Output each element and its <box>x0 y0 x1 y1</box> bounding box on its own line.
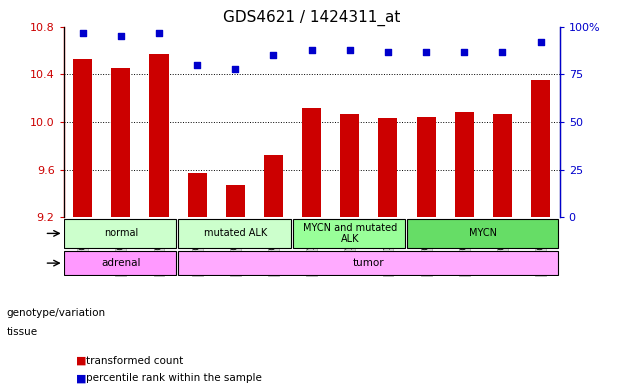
Point <box>459 48 469 55</box>
FancyBboxPatch shape <box>64 218 176 248</box>
Bar <box>188 173 207 217</box>
Title: GDS4621 / 1424311_at: GDS4621 / 1424311_at <box>223 9 400 25</box>
Bar <box>264 155 283 217</box>
Point <box>116 33 126 40</box>
Bar <box>149 54 169 217</box>
Point <box>536 39 546 45</box>
Point <box>268 52 279 58</box>
Text: transformed count: transformed count <box>86 356 183 366</box>
Bar <box>455 113 474 217</box>
Text: percentile rank within the sample: percentile rank within the sample <box>86 373 262 383</box>
Text: genotype/variation: genotype/variation <box>6 308 106 318</box>
Text: mutated ALK: mutated ALK <box>204 228 267 238</box>
Text: normal: normal <box>104 228 138 238</box>
Point <box>230 66 240 72</box>
Bar <box>531 80 550 217</box>
Bar <box>111 68 130 217</box>
Bar <box>378 118 398 217</box>
FancyBboxPatch shape <box>293 218 405 248</box>
Bar <box>302 108 321 217</box>
Point <box>192 62 202 68</box>
Bar <box>226 185 245 217</box>
Bar <box>417 117 436 217</box>
Text: MYCN and mutated
ALK: MYCN and mutated ALK <box>303 223 397 244</box>
Bar <box>493 114 512 217</box>
Point <box>154 30 164 36</box>
FancyBboxPatch shape <box>64 251 176 275</box>
Bar <box>340 114 359 217</box>
Text: tumor: tumor <box>353 258 385 268</box>
Text: ■: ■ <box>76 373 87 383</box>
Text: tissue: tissue <box>6 327 38 337</box>
Text: MYCN: MYCN <box>469 228 497 238</box>
Bar <box>73 59 92 217</box>
FancyBboxPatch shape <box>407 218 558 248</box>
Point <box>307 46 317 53</box>
Point <box>497 48 508 55</box>
Text: ■: ■ <box>76 356 87 366</box>
Point <box>421 48 431 55</box>
FancyBboxPatch shape <box>178 251 558 275</box>
Point <box>78 30 88 36</box>
Point <box>383 48 393 55</box>
FancyBboxPatch shape <box>178 218 291 248</box>
Point <box>345 46 355 53</box>
Text: adrenal: adrenal <box>101 258 141 268</box>
